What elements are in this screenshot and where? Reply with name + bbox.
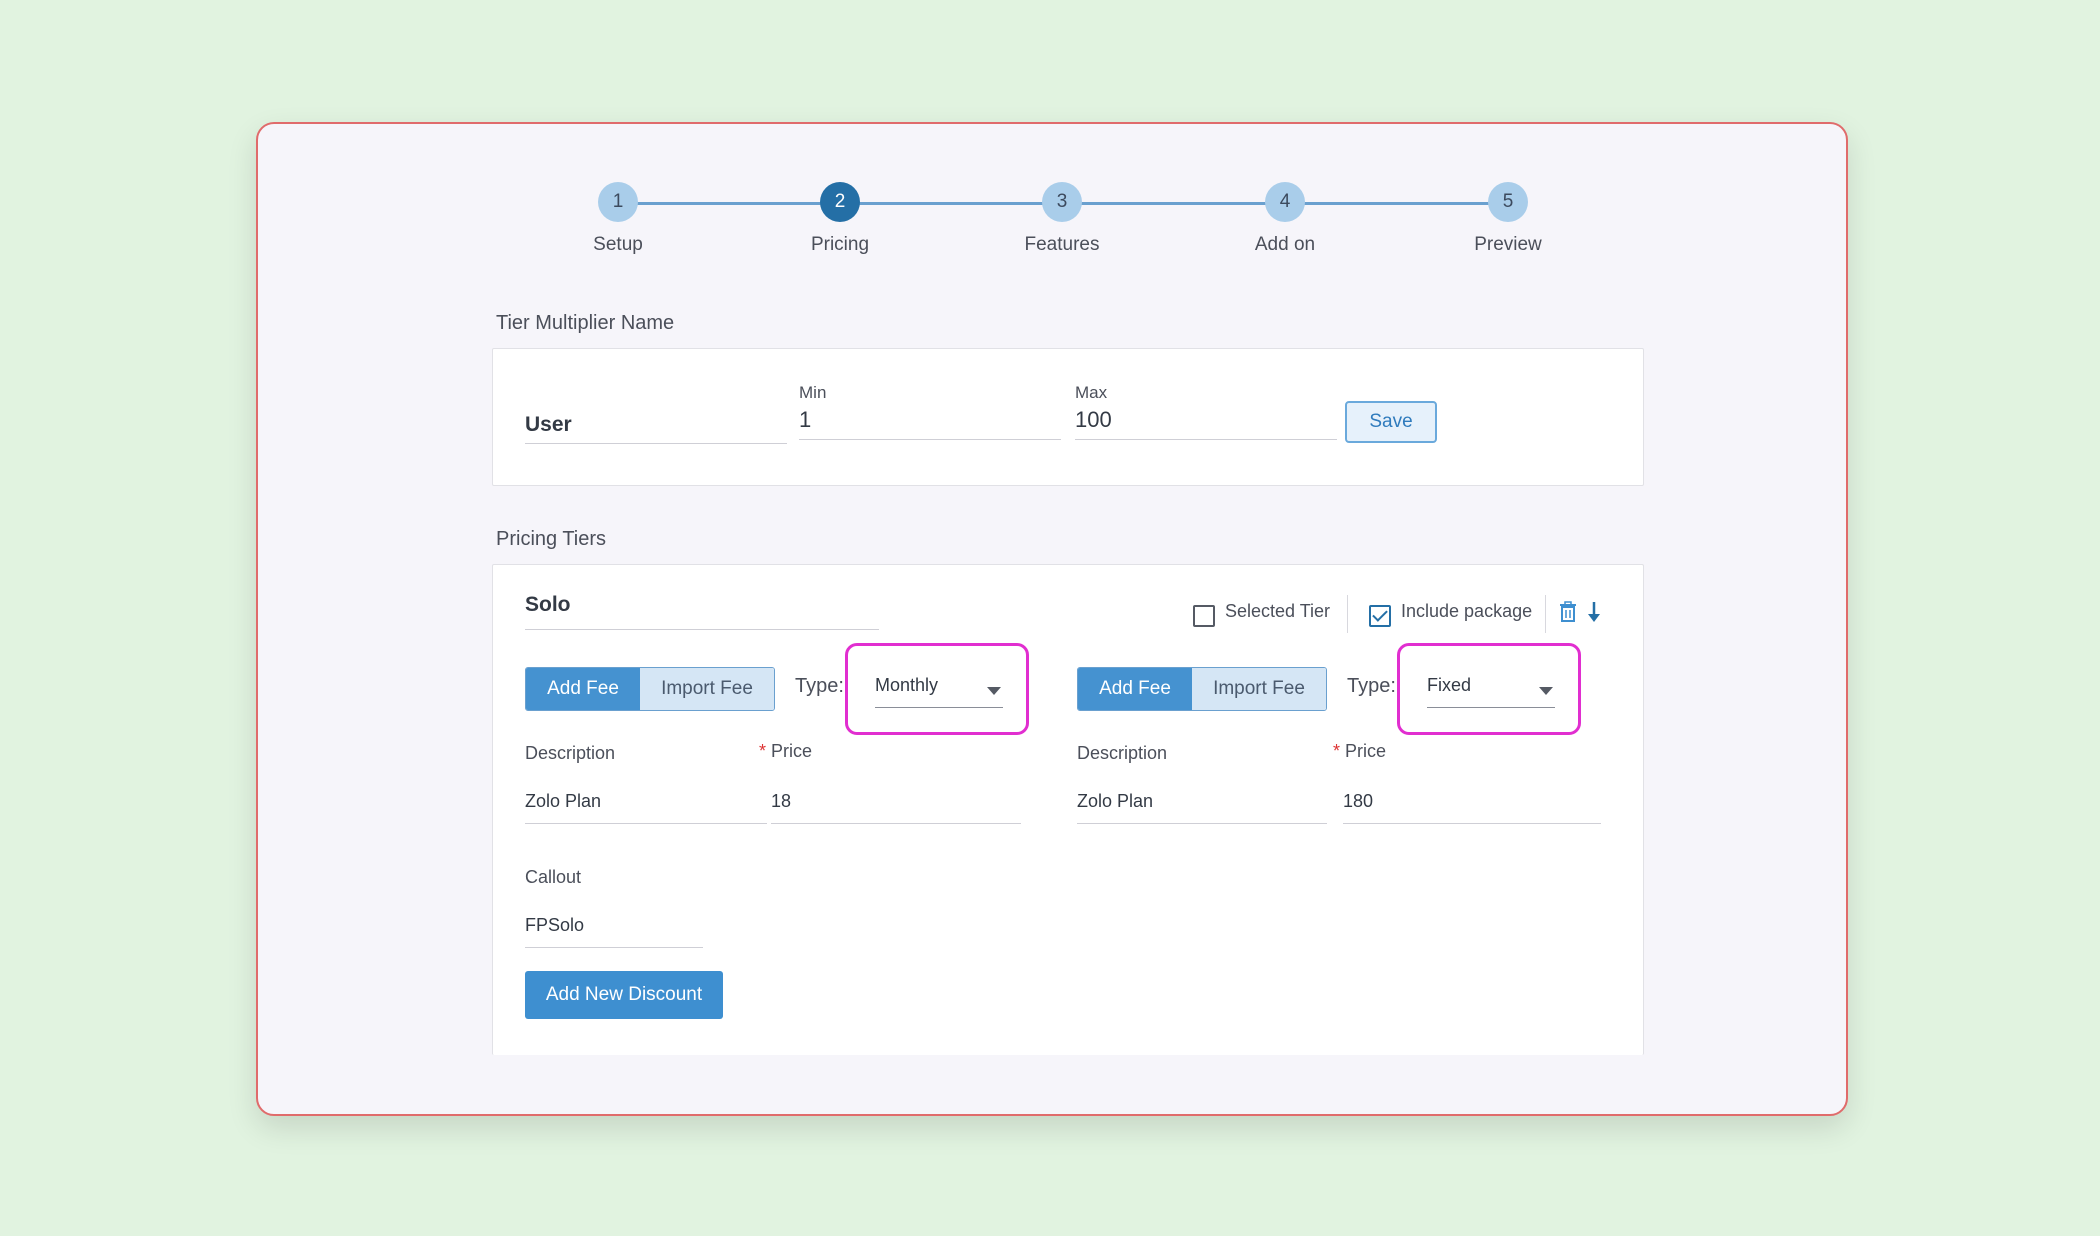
step-number: 4 (1265, 182, 1305, 222)
step-pricing[interactable]: 2 Pricing (740, 182, 940, 256)
divider (1347, 595, 1348, 633)
tier-multiplier-card: User Min 1 Max 100 Save (492, 348, 1644, 486)
step-label: Features (1024, 234, 1100, 255)
step-number: 2 (820, 182, 860, 222)
highlight-box (845, 643, 1029, 735)
required-mark: * (759, 741, 767, 761)
max-label: Max (1075, 383, 1108, 402)
min-field: Min (799, 383, 826, 403)
type-select[interactable]: Monthly (875, 675, 1003, 708)
price-label-text: Price (771, 741, 813, 761)
min-label: Min (799, 383, 827, 402)
required-mark: * (1333, 741, 1341, 761)
price-input[interactable]: 180 (1343, 791, 1601, 824)
type-label: Type: (795, 675, 844, 697)
divider (1545, 595, 1546, 633)
trash-icon[interactable] (1559, 601, 1577, 623)
selected-tier-checkbox[interactable] (1193, 605, 1215, 627)
price-label-text: Price (1345, 741, 1387, 761)
step-number: 1 (598, 182, 638, 222)
add-fee-button[interactable]: Add Fee (1078, 668, 1192, 710)
callout-input[interactable]: FPSolo (525, 915, 703, 948)
step-label: Add on (1254, 234, 1316, 255)
max-input[interactable]: 100 (1075, 407, 1337, 440)
pricing-tiers-title: Pricing Tiers (496, 528, 607, 550)
fee-mode-toggle: Add Fee Import Fee (525, 667, 775, 711)
step-setup[interactable]: 1 Setup (518, 182, 718, 256)
description-label: Description (525, 743, 616, 763)
tier-name-input[interactable]: Solo (525, 593, 879, 630)
fee-mode-toggle: Add Fee Import Fee (1077, 667, 1327, 711)
type-label: Type: (1347, 675, 1396, 697)
type-select-value: Monthly (875, 675, 939, 695)
import-fee-button[interactable]: Import Fee (1192, 668, 1326, 710)
selected-tier-label: Selected Tier (1225, 601, 1331, 621)
stepper: 1 Setup 2 Pricing 3 Features 4 Add on 5 … (2, 2, 2100, 262)
description-label: Description (1077, 743, 1168, 763)
step-label: Setup (593, 234, 643, 255)
step-preview[interactable]: 5 Preview (1408, 182, 1608, 256)
type-select-value: Fixed (1427, 675, 1472, 695)
callout-label: Callout (525, 867, 582, 887)
step-features[interactable]: 3 Features (962, 182, 1162, 256)
save-button[interactable]: Save (1345, 401, 1437, 443)
description-input[interactable]: Zolo Plan (1077, 791, 1327, 824)
max-field: Max (1075, 383, 1107, 403)
chevron-down-icon (987, 687, 1001, 695)
app-window: 1 Setup 2 Pricing 3 Features 4 Add on 5 … (256, 122, 1848, 1116)
price-label: * Price (1333, 741, 1386, 762)
import-fee-button[interactable]: Import Fee (640, 668, 774, 710)
min-input[interactable]: 1 (799, 407, 1061, 440)
step-number: 5 (1488, 182, 1528, 222)
add-new-discount-button[interactable]: Add New Discount (525, 971, 723, 1019)
tier-multiplier-title: Tier Multiplier Name (496, 312, 675, 334)
step-label: Preview (1474, 234, 1542, 255)
step-label: Pricing (810, 234, 870, 255)
step-number: 3 (1042, 182, 1082, 222)
step-add-on[interactable]: 4 Add on (1185, 182, 1385, 256)
pricing-tier-card: Solo Selected Tier Include package Add F… (492, 564, 1644, 1055)
price-input[interactable]: 18 (771, 791, 1021, 824)
tier-multiplier-name-input[interactable]: User (525, 413, 787, 444)
highlight-box (1397, 643, 1581, 735)
description-input[interactable]: Zolo Plan (525, 791, 767, 824)
price-label: * Price (759, 741, 812, 762)
type-select[interactable]: Fixed (1427, 675, 1555, 708)
add-fee-button[interactable]: Add Fee (526, 668, 640, 710)
include-package-checkbox[interactable] (1369, 605, 1391, 627)
arrow-down-icon[interactable] (1587, 601, 1601, 623)
include-package-label: Include package (1401, 601, 1533, 621)
chevron-down-icon (1539, 687, 1553, 695)
